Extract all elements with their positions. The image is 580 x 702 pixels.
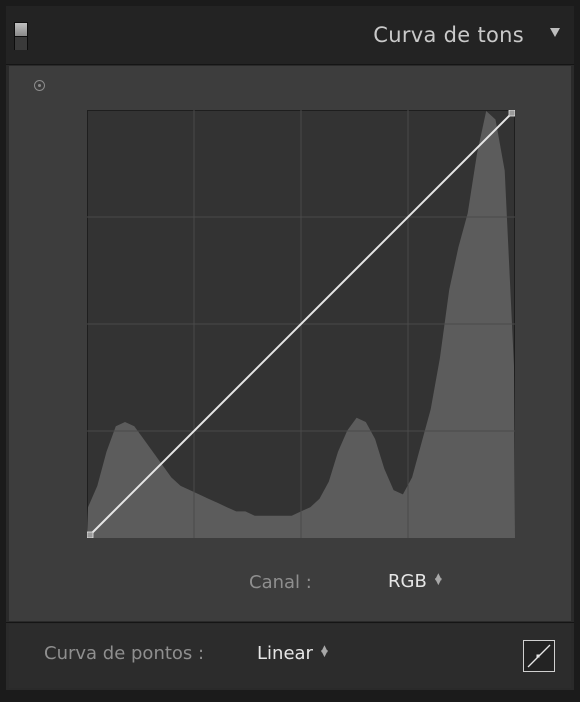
- channel-label: Canal :: [249, 572, 312, 593]
- tone-curve-graph[interactable]: [87, 110, 515, 538]
- curve-point: [508, 110, 515, 117]
- channel-select[interactable]: RGB ▲ ▼: [388, 571, 442, 592]
- point-curve-select[interactable]: Linear ▲ ▼: [257, 643, 328, 664]
- point-curve-label: Curva de pontos :: [44, 643, 205, 664]
- panel-solo-toggle-icon[interactable]: [14, 22, 28, 50]
- updown-arrows-icon: ▲ ▼: [434, 572, 442, 587]
- tone-curve-panel: Curva de tons Canal : RGB ▲ ▼ Curva de pon…: [6, 6, 574, 690]
- panel-header[interactable]: Curva de tons: [6, 6, 574, 65]
- channel-row: Canal : RGB ▲ ▼: [9, 571, 571, 601]
- divider: [6, 622, 574, 623]
- point-curve-row: Curva de pontos : Linear ▲ ▼: [9, 624, 571, 688]
- channel-value: RGB: [388, 571, 427, 592]
- curve-body: Canal : RGB ▲ ▼: [9, 66, 571, 621]
- point-curve-value: Linear: [257, 643, 313, 664]
- point-curve-edit-icon[interactable]: [523, 640, 555, 672]
- curve-point: [87, 531, 94, 538]
- tone-curve-line: [89, 112, 513, 536]
- target-adjustment-icon[interactable]: [34, 80, 45, 91]
- triangle-down-icon[interactable]: [550, 28, 560, 37]
- panel-title: Curva de tons: [373, 23, 524, 47]
- updown-arrows-icon: ▲ ▼: [320, 644, 328, 659]
